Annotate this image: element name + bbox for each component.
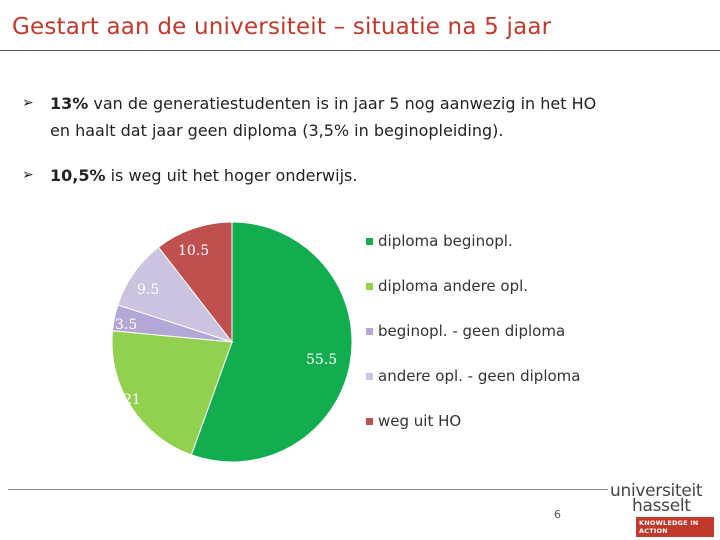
- logo-line-1: universiteit: [610, 481, 703, 501]
- legend-label-1: diploma beginopl.: [378, 232, 513, 250]
- pie-slice-2: [111, 330, 233, 456]
- legend-swatch-2: [366, 283, 373, 290]
- footer-divider: [8, 489, 608, 490]
- pie-slice-5: [157, 221, 233, 344]
- legend-swatch-4: [366, 373, 373, 380]
- legend-swatch-5: [366, 418, 373, 425]
- pie-labels: 55.5 21 3.5 9.5 10.5: [115, 243, 337, 408]
- bullet-1-highlight: 13%: [50, 94, 89, 113]
- pie-data-label-5: 10.5: [178, 243, 209, 259]
- arrow-bullet-icon: ➢: [22, 95, 34, 111]
- bullet-1-line1: van de generatiestudenten is in jaar 5 n…: [88, 94, 597, 113]
- bullet-item-1: ➢ 13% van de generatiestudenten is in ja…: [22, 90, 702, 144]
- legend-label-5: weg uit HO: [378, 412, 461, 430]
- pie-slices: [111, 221, 353, 463]
- arrow-bullet-icon: ➢: [22, 167, 34, 183]
- bullet-item-2: ➢ 10,5% is weg uit het hoger onderwijs.: [22, 162, 702, 189]
- page-number: 6: [554, 508, 561, 521]
- legend-label-4: andere opl. - geen diploma: [378, 367, 580, 385]
- pie-data-label-3: 3.5: [115, 317, 137, 333]
- bullet-text-1: 13% van de generatiestudenten is in jaar…: [50, 90, 702, 144]
- chart-legend: diploma beginopl. diploma andere opl. begi…: [366, 232, 580, 430]
- pie-data-label-4: 9.5: [137, 282, 159, 298]
- pie-data-label-1: 55.5: [306, 352, 337, 368]
- bullet-2-highlight: 10,5%: [50, 166, 106, 185]
- bullet-2-line1: is weg uit het hoger onderwijs.: [105, 166, 358, 185]
- university-logo: universiteit hasselt KNOWLEDGE IN ACTION: [610, 481, 714, 537]
- logo-line-2: hasselt: [632, 496, 691, 516]
- legend-swatch-3: [366, 328, 373, 335]
- logo-tagline: KNOWLEDGE IN ACTION: [636, 517, 714, 537]
- bullet-text-2: 10,5% is weg uit het hoger onderwijs.: [50, 162, 702, 189]
- title-divider: [0, 50, 720, 51]
- pie-slice-1: [190, 221, 353, 463]
- slide-title: Gestart aan de universiteit – situatie n…: [12, 14, 552, 40]
- pie-data-label-2: 21: [123, 392, 141, 408]
- legend-label-2: diploma andere opl.: [378, 277, 528, 295]
- legend-label-3: beginopl. - geen diploma: [378, 322, 565, 340]
- legend-swatch-1: [366, 238, 373, 245]
- bullet-1-line2: en haalt dat jaar geen diploma (3,5% in …: [50, 121, 504, 140]
